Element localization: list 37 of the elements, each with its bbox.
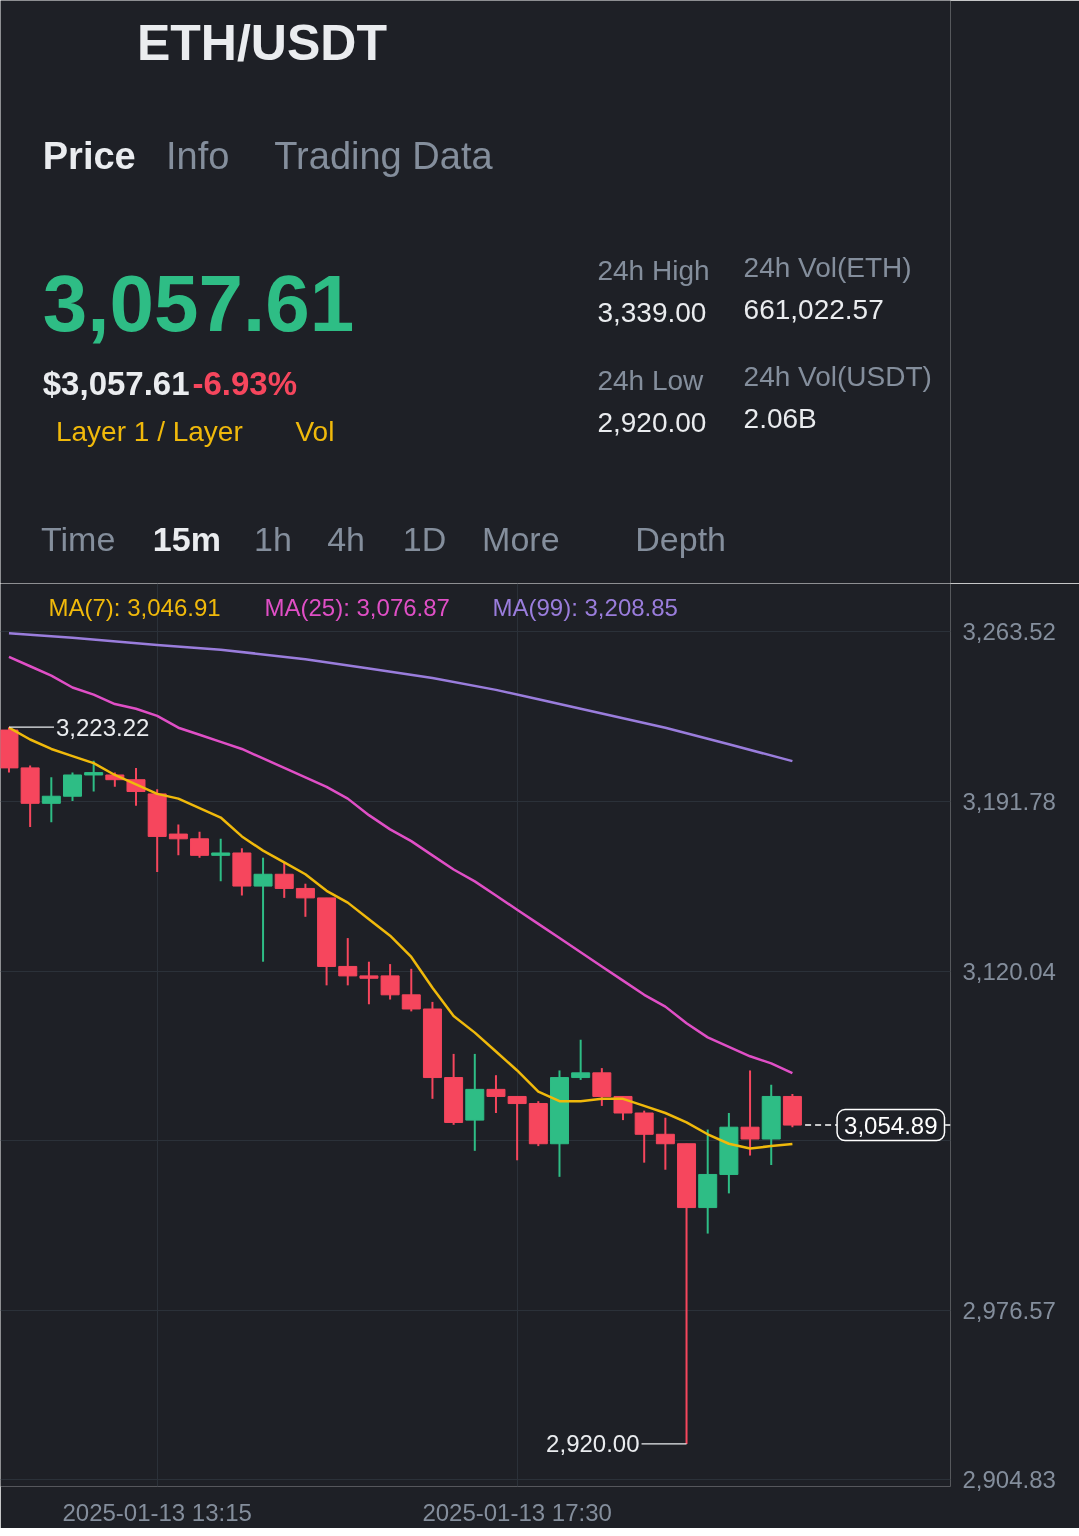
text: Trading Data (274, 134, 494, 177)
text: Layer 1 / Layer (55, 416, 243, 447)
text: $3,057.61 (42, 365, 190, 402)
text: 4h (327, 519, 365, 558)
text: 24h Vol(USDT) (743, 361, 932, 392)
text: MA(99): 3,208.85 (492, 593, 678, 621)
text: -6.93% (192, 365, 297, 402)
annotation: 2,920.00 (546, 1430, 640, 1458)
text: Info (166, 134, 230, 177)
x-tick-label: 2025-01-13 17:30 (422, 1498, 612, 1526)
annotation: 3,223.22 (55, 713, 150, 741)
text: 661,022.57 (743, 294, 884, 325)
y-tick-label: 3,191.78 (962, 788, 1056, 815)
text: 24h High (597, 255, 710, 286)
text: Depth (635, 519, 727, 558)
text: MA(25): 3,076.87 (264, 593, 450, 621)
text: 3,339.00 (597, 297, 707, 328)
y-tick-label: 3,120.04 (962, 957, 1056, 985)
y-tick-label: 2,904.83 (962, 1466, 1056, 1494)
text: More (482, 519, 560, 558)
text: 1D (402, 519, 447, 558)
ref-line-label: 3,054.89 (844, 1111, 938, 1139)
text: 2,920.00 (597, 407, 707, 438)
text: 24h Vol(ETH) (743, 252, 912, 283)
text: Price (42, 134, 136, 177)
text: 2.06B (743, 403, 817, 434)
text: MA(7): 3,046.91 (48, 593, 221, 621)
text: 15m (152, 519, 221, 558)
text: 24h Low (597, 365, 705, 396)
text: Vol (295, 416, 335, 447)
text: 3,057.61 (42, 259, 355, 348)
text: 1h (254, 519, 292, 558)
text: Time (41, 519, 116, 558)
chart-title: ETH/USDT (136, 14, 387, 71)
y-tick-label: 3,263.52 (962, 618, 1056, 646)
x-tick-label: 2025-01-13 13:15 (62, 1498, 252, 1526)
y-tick-label: 2,976.57 (962, 1296, 1056, 1324)
